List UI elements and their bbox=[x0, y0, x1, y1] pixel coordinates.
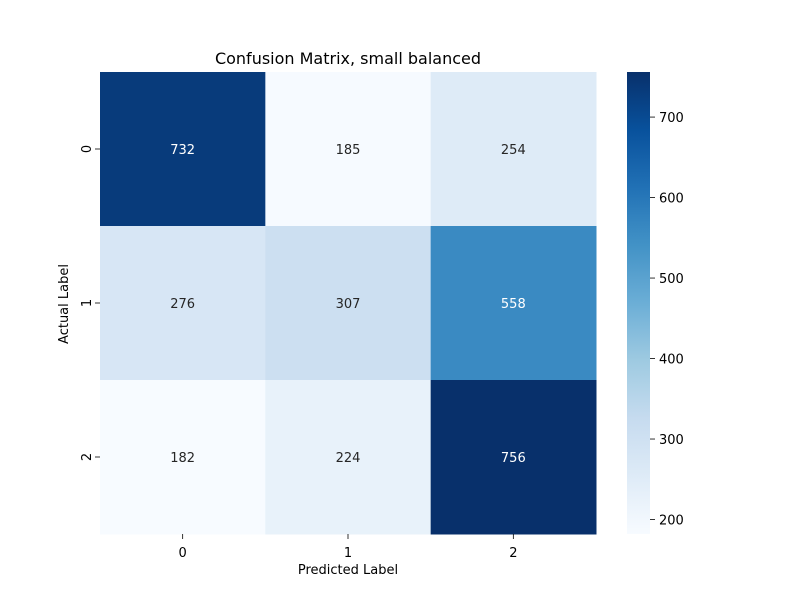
heatmap-cell-1-0 bbox=[100, 226, 266, 381]
colorbar-tick-label-500: 500 bbox=[659, 272, 684, 287]
chart-title: Confusion Matrix, small balanced bbox=[215, 49, 481, 68]
y-axis-label: Actual Label bbox=[57, 264, 72, 344]
heatmap-cell-labels: 732 185 254 276 307 558 182 224 756 bbox=[170, 143, 525, 466]
cell-value-0-1: 185 bbox=[336, 143, 361, 158]
heatmap-cell-0-0 bbox=[100, 72, 266, 227]
cell-value-1-2: 558 bbox=[501, 297, 526, 312]
heatmap-cell-2-1 bbox=[265, 380, 432, 535]
heatmap-cell-1-1 bbox=[265, 226, 432, 381]
cell-value-2-2: 756 bbox=[501, 451, 526, 466]
colorbar bbox=[627, 72, 650, 534]
cell-value-1-0: 276 bbox=[170, 297, 195, 312]
y-tick-label-0: 0 bbox=[80, 145, 95, 153]
y-tick-label-2: 2 bbox=[80, 453, 95, 461]
colorbar-ticks: 200 300 400 500 600 700 bbox=[650, 111, 684, 529]
colorbar-tick-label-200: 200 bbox=[659, 514, 684, 529]
heatmap-cell-0-2 bbox=[430, 72, 597, 227]
cell-value-2-0: 182 bbox=[170, 451, 195, 466]
x-axis-label: Predicted Label bbox=[298, 563, 398, 578]
colorbar-tick-label-400: 400 bbox=[659, 353, 684, 368]
x-axis-ticks: 0 1 2 bbox=[179, 534, 517, 561]
colorbar-tick-label-600: 600 bbox=[659, 192, 684, 207]
colorbar-gradient bbox=[627, 72, 650, 534]
y-tick-label-1: 1 bbox=[80, 299, 95, 307]
heatmap-cell-1-2 bbox=[430, 226, 597, 381]
colorbar-tick-label-700: 700 bbox=[659, 111, 684, 126]
x-tick-label-2: 2 bbox=[509, 546, 517, 561]
heatmap-cells bbox=[100, 72, 597, 535]
cell-value-1-1: 307 bbox=[336, 297, 361, 312]
heatmap-cell-2-0 bbox=[100, 380, 266, 535]
cell-value-0-2: 254 bbox=[501, 143, 526, 158]
heatmap-cell-2-2 bbox=[430, 380, 597, 535]
cell-value-2-1: 224 bbox=[336, 451, 361, 466]
x-tick-label-0: 0 bbox=[179, 546, 187, 561]
colorbar-tick-label-300: 300 bbox=[659, 433, 684, 448]
y-axis-ticks: 0 1 2 bbox=[80, 145, 100, 461]
cell-value-0-0: 732 bbox=[170, 143, 195, 158]
heatmap-cell-0-1 bbox=[265, 72, 432, 227]
x-tick-label-1: 1 bbox=[344, 546, 352, 561]
